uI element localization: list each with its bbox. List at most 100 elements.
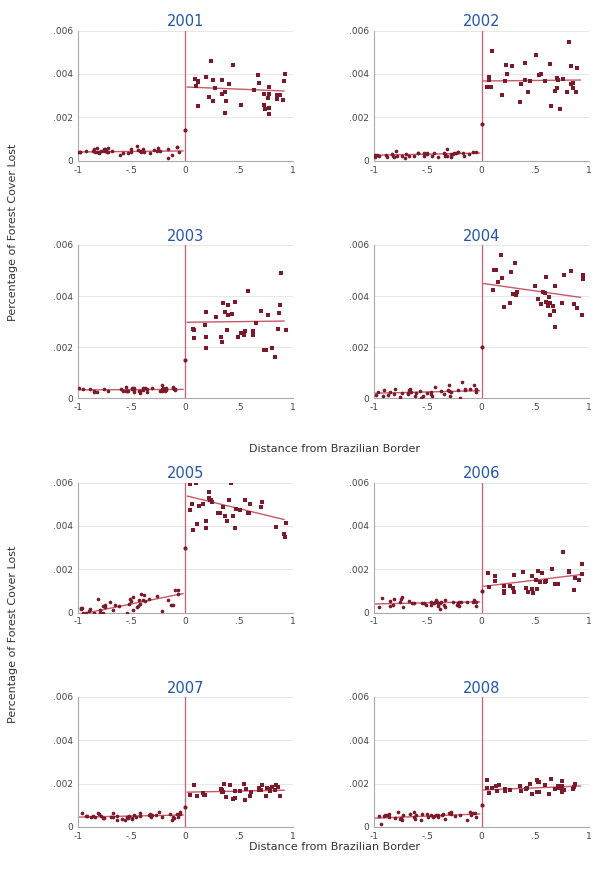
Point [447, 807, 456, 821]
Point [254, 783, 264, 797]
Point [160, 383, 170, 397]
Point [545, 788, 554, 802]
Point [131, 810, 141, 824]
Point [110, 598, 120, 612]
Point [534, 68, 544, 82]
Point [92, 385, 102, 399]
Point [264, 88, 273, 102]
Point [246, 786, 255, 800]
Point [518, 565, 528, 579]
Point [154, 806, 164, 820]
Point [103, 384, 113, 398]
Point [436, 597, 446, 611]
Point [264, 91, 273, 105]
Point [164, 143, 173, 157]
Point [95, 603, 105, 617]
Point [163, 150, 172, 164]
Point [224, 77, 234, 91]
Point [428, 810, 438, 824]
Point [410, 809, 419, 823]
Point [135, 144, 144, 158]
Point [277, 265, 286, 279]
Point [106, 810, 116, 824]
Point [100, 600, 109, 614]
Point [89, 808, 98, 822]
Point [477, 584, 486, 598]
Point [139, 145, 148, 159]
Point [430, 380, 440, 394]
Point [221, 94, 231, 108]
Point [87, 810, 96, 824]
Point [218, 783, 227, 797]
Point [155, 383, 165, 397]
Point [406, 385, 416, 399]
Point [577, 556, 587, 570]
Point [89, 142, 99, 156]
Point [407, 596, 417, 610]
Point [202, 330, 211, 344]
Point [181, 123, 190, 137]
Point [157, 382, 167, 396]
Point [423, 147, 432, 161]
Point [510, 256, 520, 270]
Point [533, 774, 542, 788]
Point [572, 61, 582, 75]
Point [501, 59, 511, 73]
Point [273, 322, 283, 336]
Point [460, 382, 469, 396]
Point [236, 326, 246, 340]
Point [126, 144, 136, 158]
Point [79, 606, 89, 620]
Point [465, 382, 475, 396]
Point [550, 578, 560, 592]
Text: Percentage of Forest Cover Lost: Percentage of Forest Cover Lost [8, 546, 18, 723]
Point [505, 296, 515, 310]
Point [404, 150, 414, 164]
Point [498, 88, 507, 102]
Point [379, 808, 389, 822]
Point [375, 600, 385, 614]
Point [136, 586, 145, 600]
Point [455, 808, 465, 822]
Point [446, 805, 456, 819]
Point [448, 147, 458, 161]
Point [152, 589, 162, 603]
Point [396, 811, 406, 825]
Point [489, 262, 499, 276]
Point [483, 566, 493, 580]
Point [560, 783, 569, 797]
Point [257, 304, 266, 318]
Point [509, 585, 519, 599]
Point [187, 497, 197, 511]
Point [520, 56, 530, 70]
Point [545, 57, 554, 71]
Point [256, 783, 266, 797]
Point [515, 780, 524, 794]
Point [379, 388, 388, 402]
Point [470, 806, 480, 820]
Point [398, 813, 407, 827]
Point [426, 595, 436, 609]
Point [99, 144, 109, 158]
Point [136, 145, 145, 159]
Point [96, 809, 106, 823]
Point [496, 248, 505, 262]
Point [145, 807, 155, 821]
Point [500, 781, 509, 795]
Point [157, 384, 167, 398]
Point [454, 599, 464, 613]
Point [434, 599, 443, 613]
Point [415, 383, 425, 397]
Point [222, 324, 232, 338]
Point [422, 386, 432, 400]
Point [516, 783, 526, 797]
Point [166, 598, 176, 612]
Point [527, 582, 537, 596]
Point [173, 583, 182, 597]
Point [536, 298, 546, 311]
Point [471, 598, 481, 612]
Point [264, 102, 274, 116]
Point [129, 382, 139, 396]
Point [546, 772, 556, 786]
Point [380, 808, 390, 822]
